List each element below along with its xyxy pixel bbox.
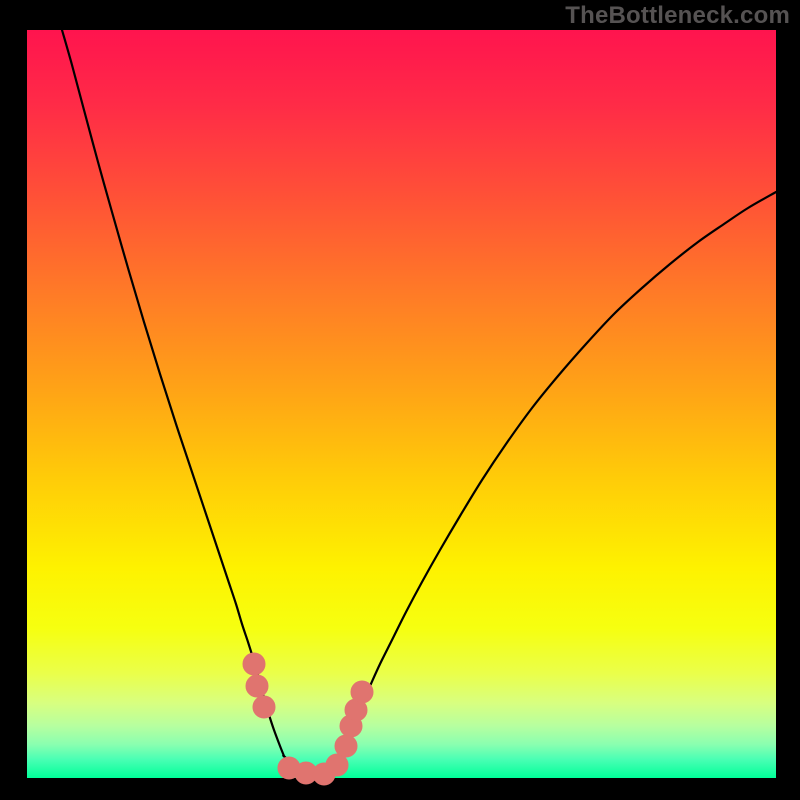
bottleneck-curve <box>62 30 776 773</box>
marker-group <box>243 653 373 785</box>
curve-layer <box>27 30 776 778</box>
curve-marker <box>335 735 357 757</box>
curve-marker <box>253 696 275 718</box>
curve-marker <box>351 681 373 703</box>
plot-area <box>27 30 776 778</box>
watermark-text: TheBottleneck.com <box>565 2 790 30</box>
curve-marker <box>243 653 265 675</box>
curve-marker <box>246 675 268 697</box>
